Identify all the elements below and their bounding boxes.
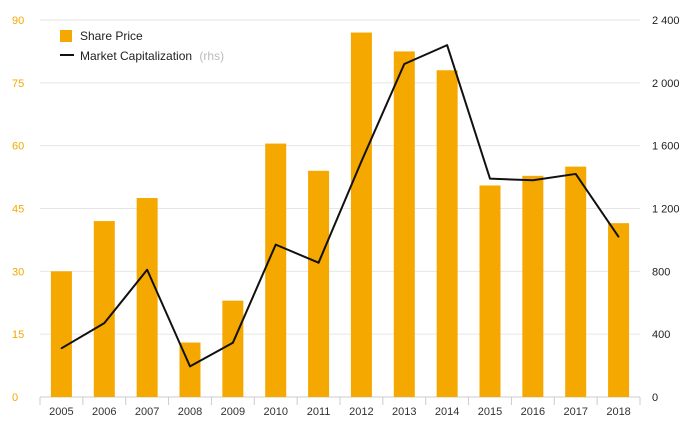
share-price-bar bbox=[265, 143, 287, 397]
x-tick-label: 2017 bbox=[563, 406, 587, 418]
share-price-bar bbox=[93, 221, 115, 397]
right-tick-label: 1 200 bbox=[652, 204, 680, 216]
x-tick-label: 2018 bbox=[606, 406, 630, 418]
x-tick-label: 2006 bbox=[92, 406, 116, 418]
x-tick-label: 2007 bbox=[135, 406, 159, 418]
share-price-bar bbox=[522, 175, 544, 397]
left-tick-label: 75 bbox=[12, 78, 24, 90]
share-price-bar bbox=[565, 166, 587, 397]
left-tick-label: 30 bbox=[12, 266, 24, 278]
x-tick-label: 2013 bbox=[392, 406, 416, 418]
share-price-bar bbox=[50, 271, 72, 397]
market-cap-point bbox=[60, 347, 63, 350]
share-price-bar bbox=[479, 185, 501, 397]
legend-rhs-note: (rhs) bbox=[199, 49, 224, 63]
x-tick-label: 2008 bbox=[178, 406, 202, 418]
x-tick-label: 2014 bbox=[435, 406, 459, 418]
x-tick-label: 2016 bbox=[521, 406, 545, 418]
left-axis: 0 15 30 45 60 75 90 bbox=[12, 15, 24, 404]
right-tick-label: 2 000 bbox=[652, 78, 680, 90]
market-cap-point bbox=[232, 342, 234, 344]
gridlines bbox=[40, 19, 640, 398]
left-tick-label: 60 bbox=[12, 141, 24, 153]
svg-text:Market Capitalization: Market Capitalization (rhs) bbox=[80, 49, 224, 63]
x-tick-label: 2005 bbox=[49, 406, 73, 418]
market-cap-point bbox=[617, 235, 620, 238]
right-tick-label: 1 600 bbox=[652, 141, 680, 153]
left-tick-label: 15 bbox=[12, 329, 24, 341]
x-tick-label: 2010 bbox=[263, 406, 287, 418]
left-tick-label: 45 bbox=[12, 204, 24, 216]
share-price-bar bbox=[436, 70, 458, 398]
share-price-bar bbox=[308, 170, 330, 397]
market-cap-point bbox=[489, 177, 491, 180]
market-cap-point bbox=[574, 173, 577, 175]
market-cap-point bbox=[146, 268, 148, 271]
share-price-bar bbox=[222, 300, 244, 397]
right-axis: 0 400 800 1 200 1 600 2 000 2 400 bbox=[652, 15, 680, 404]
legend-bar-label: Share Price bbox=[80, 29, 143, 43]
bar-series bbox=[50, 32, 630, 398]
market-cap-point bbox=[317, 261, 320, 264]
x-tick-label: 2012 bbox=[349, 406, 373, 418]
line-series bbox=[60, 44, 620, 368]
x-tick-label: 2015 bbox=[478, 406, 502, 418]
market-cap-line bbox=[60, 44, 620, 368]
x-tick-label: 2009 bbox=[221, 406, 245, 418]
market-cap-point bbox=[103, 322, 106, 324]
market-cap-point bbox=[403, 63, 406, 65]
market-cap-point bbox=[189, 365, 191, 368]
left-tick-label: 90 bbox=[12, 15, 24, 27]
right-tick-label: 400 bbox=[652, 329, 670, 341]
legend: Share Price Market Capitalization (rhs) bbox=[60, 29, 224, 63]
share-price-bar bbox=[350, 32, 372, 398]
legend-bar-swatch bbox=[60, 30, 72, 42]
right-tick-label: 2 400 bbox=[652, 15, 680, 27]
market-cap-point bbox=[360, 160, 363, 163]
market-cap-point bbox=[532, 179, 534, 182]
right-tick-label: 800 bbox=[652, 266, 670, 278]
share-price-bar bbox=[608, 223, 630, 397]
x-axis: 2005 2006 2007 2008 2009 2010 2011 2012 2013 2014… bbox=[39, 397, 641, 418]
share-price-bar bbox=[393, 51, 415, 398]
x-tick-label: 2011 bbox=[307, 406, 331, 418]
share-price-bar bbox=[136, 198, 158, 397]
market-cap-point bbox=[274, 243, 277, 246]
market-cap-point bbox=[446, 44, 448, 46]
right-tick-label: 0 bbox=[652, 392, 658, 404]
legend-line-label: Market Capitalization bbox=[80, 49, 192, 63]
left-tick-label: 0 bbox=[12, 392, 18, 404]
